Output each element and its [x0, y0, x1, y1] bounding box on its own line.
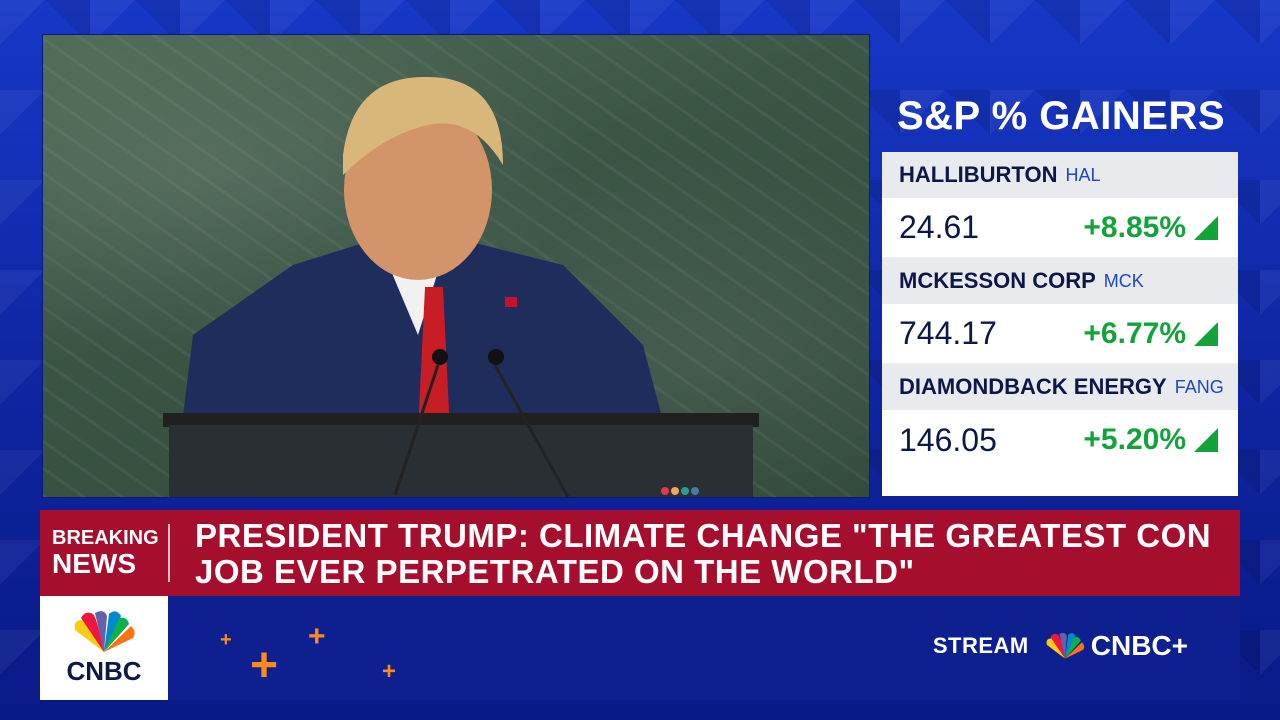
- breaking-news-label: BREAKING NEWS: [40, 510, 168, 596]
- cnbc-plus-wordmark: CNBC+: [1090, 630, 1188, 661]
- stock-company: MCKESSON CORP: [899, 268, 1096, 293]
- stock-ticker: HAL: [1065, 164, 1101, 185]
- speaker-illustration: [163, 76, 759, 497]
- plus-icon: +: [250, 639, 279, 692]
- stock-price-row: 24.61 +8.85%: [882, 198, 1238, 258]
- stock-price: 744.17: [899, 315, 997, 351]
- news-label: NEWS: [52, 548, 136, 579]
- stock-company: DIAMONDBACK ENERGY: [899, 374, 1167, 399]
- stock-price: 24.61: [899, 209, 980, 245]
- plus-icon: +: [220, 629, 232, 651]
- stock-name-row: MCKESSON CORP MCK: [882, 258, 1238, 304]
- stock-price: 146.05: [899, 421, 997, 458]
- stock-company: HALLIBURTON: [899, 162, 1058, 187]
- headline: PRESIDENT TRUMP: CLIMATE CHANGE "THE GRE…: [195, 517, 1212, 590]
- plus-icon: +: [308, 620, 326, 653]
- up-triangle-icon: [1194, 215, 1218, 240]
- up-triangle-icon: [1194, 321, 1218, 346]
- stock-change: +8.85%: [1083, 210, 1186, 244]
- gainers-title: S&P % GAINERS: [896, 93, 1226, 138]
- stock-ticker: MCK: [1103, 270, 1144, 291]
- stock-change: +5.20%: [1083, 423, 1186, 456]
- stream-label: STREAM: [932, 633, 1029, 658]
- bottom-bar: CNBC + + + + STREAM CNBC+: [40, 596, 1240, 700]
- banner-divider: [168, 524, 170, 582]
- cnbc-wordmark: CNBC: [66, 655, 142, 686]
- stock-name-row: HALLIBURTON HAL: [882, 152, 1238, 198]
- breaking-label: BREAKING: [52, 527, 159, 549]
- plus-icon: +: [382, 658, 397, 685]
- stock-change: +6.77%: [1083, 316, 1186, 350]
- video-feed: [42, 34, 870, 498]
- peacock-logo-icon: [1046, 632, 1084, 659]
- stock-ticker: FANG: [1174, 376, 1224, 397]
- network-logo: CNBC: [40, 596, 168, 700]
- peacock-logo-icon: [74, 610, 135, 652]
- stock-price-row: 744.17 +6.77%: [882, 304, 1238, 364]
- stock-price-row: 146.05 +5.20%: [882, 410, 1238, 470]
- up-triangle-icon: [1194, 428, 1218, 452]
- breaking-news-banner: BREAKING NEWS PRESIDENT TRUMP: CLIMATE C…: [40, 510, 1240, 596]
- stream-promo: STREAM CNBC+: [933, 630, 1188, 662]
- gainers-panel: HALLIBURTON HAL 24.61 +8.85% MCKESSON CO…: [882, 152, 1238, 496]
- stock-name-row: DIAMONDBACK ENERGY FANG: [882, 364, 1238, 410]
